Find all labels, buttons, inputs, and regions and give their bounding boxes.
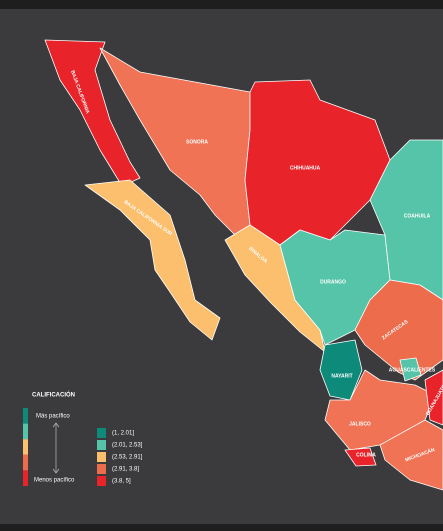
state-label: SONORA bbox=[186, 139, 208, 145]
state-region bbox=[354, 279, 443, 381]
legend-swatch bbox=[97, 452, 106, 462]
state-region bbox=[344, 447, 377, 467]
legend-swatch bbox=[97, 476, 106, 486]
legend-label: (3.8, 5] bbox=[112, 479, 131, 485]
bottom-bar bbox=[0, 524, 443, 531]
legend-bar-segment bbox=[23, 454, 28, 471]
state-region bbox=[424, 369, 443, 426]
state-label: COAHUILA bbox=[404, 213, 431, 219]
state-region bbox=[44, 39, 141, 187]
state-region bbox=[399, 357, 422, 382]
state-region bbox=[224, 224, 326, 353]
legend-swatch bbox=[97, 428, 106, 438]
legend-title: CALIFICACIÓN bbox=[32, 391, 75, 399]
state-label: AGUASCALIENTES bbox=[389, 367, 436, 373]
legend-swatch bbox=[97, 440, 106, 450]
legend-swatch bbox=[97, 464, 106, 474]
state-region bbox=[379, 419, 443, 491]
state-label: COLIMA bbox=[356, 452, 376, 458]
state-region bbox=[369, 139, 443, 301]
legend-label: (2.53, 2.91] bbox=[112, 455, 143, 461]
legend-bar-segment bbox=[23, 470, 28, 486]
legend-label: (2.01, 2.53] bbox=[112, 443, 143, 449]
legend-arrow-head bbox=[52, 468, 60, 474]
legend-bottom-label: Menos pacífico bbox=[34, 478, 75, 484]
state-label: DURANGO bbox=[320, 279, 346, 285]
top-bar bbox=[0, 0, 443, 9]
legend: CALIFICACIÓN Más pacífico Menos pacífico… bbox=[23, 391, 143, 486]
state-region bbox=[84, 179, 221, 341]
legend-label: (2.91, 3.8] bbox=[112, 467, 139, 473]
state-label: JALISCO bbox=[349, 421, 371, 427]
legend-bar-segment bbox=[23, 439, 28, 455]
legend-bar-segment bbox=[23, 408, 28, 424]
state-region bbox=[244, 79, 391, 246]
legend-label: (1, 2.01] bbox=[112, 431, 134, 437]
state-label: CHIHUAHUA bbox=[290, 165, 321, 171]
legend-bar-segment bbox=[23, 423, 28, 440]
legend-arrow-head bbox=[52, 422, 60, 428]
state-label: NAYARIT bbox=[331, 373, 352, 379]
legend-top-label: Más pacífico bbox=[36, 414, 70, 420]
